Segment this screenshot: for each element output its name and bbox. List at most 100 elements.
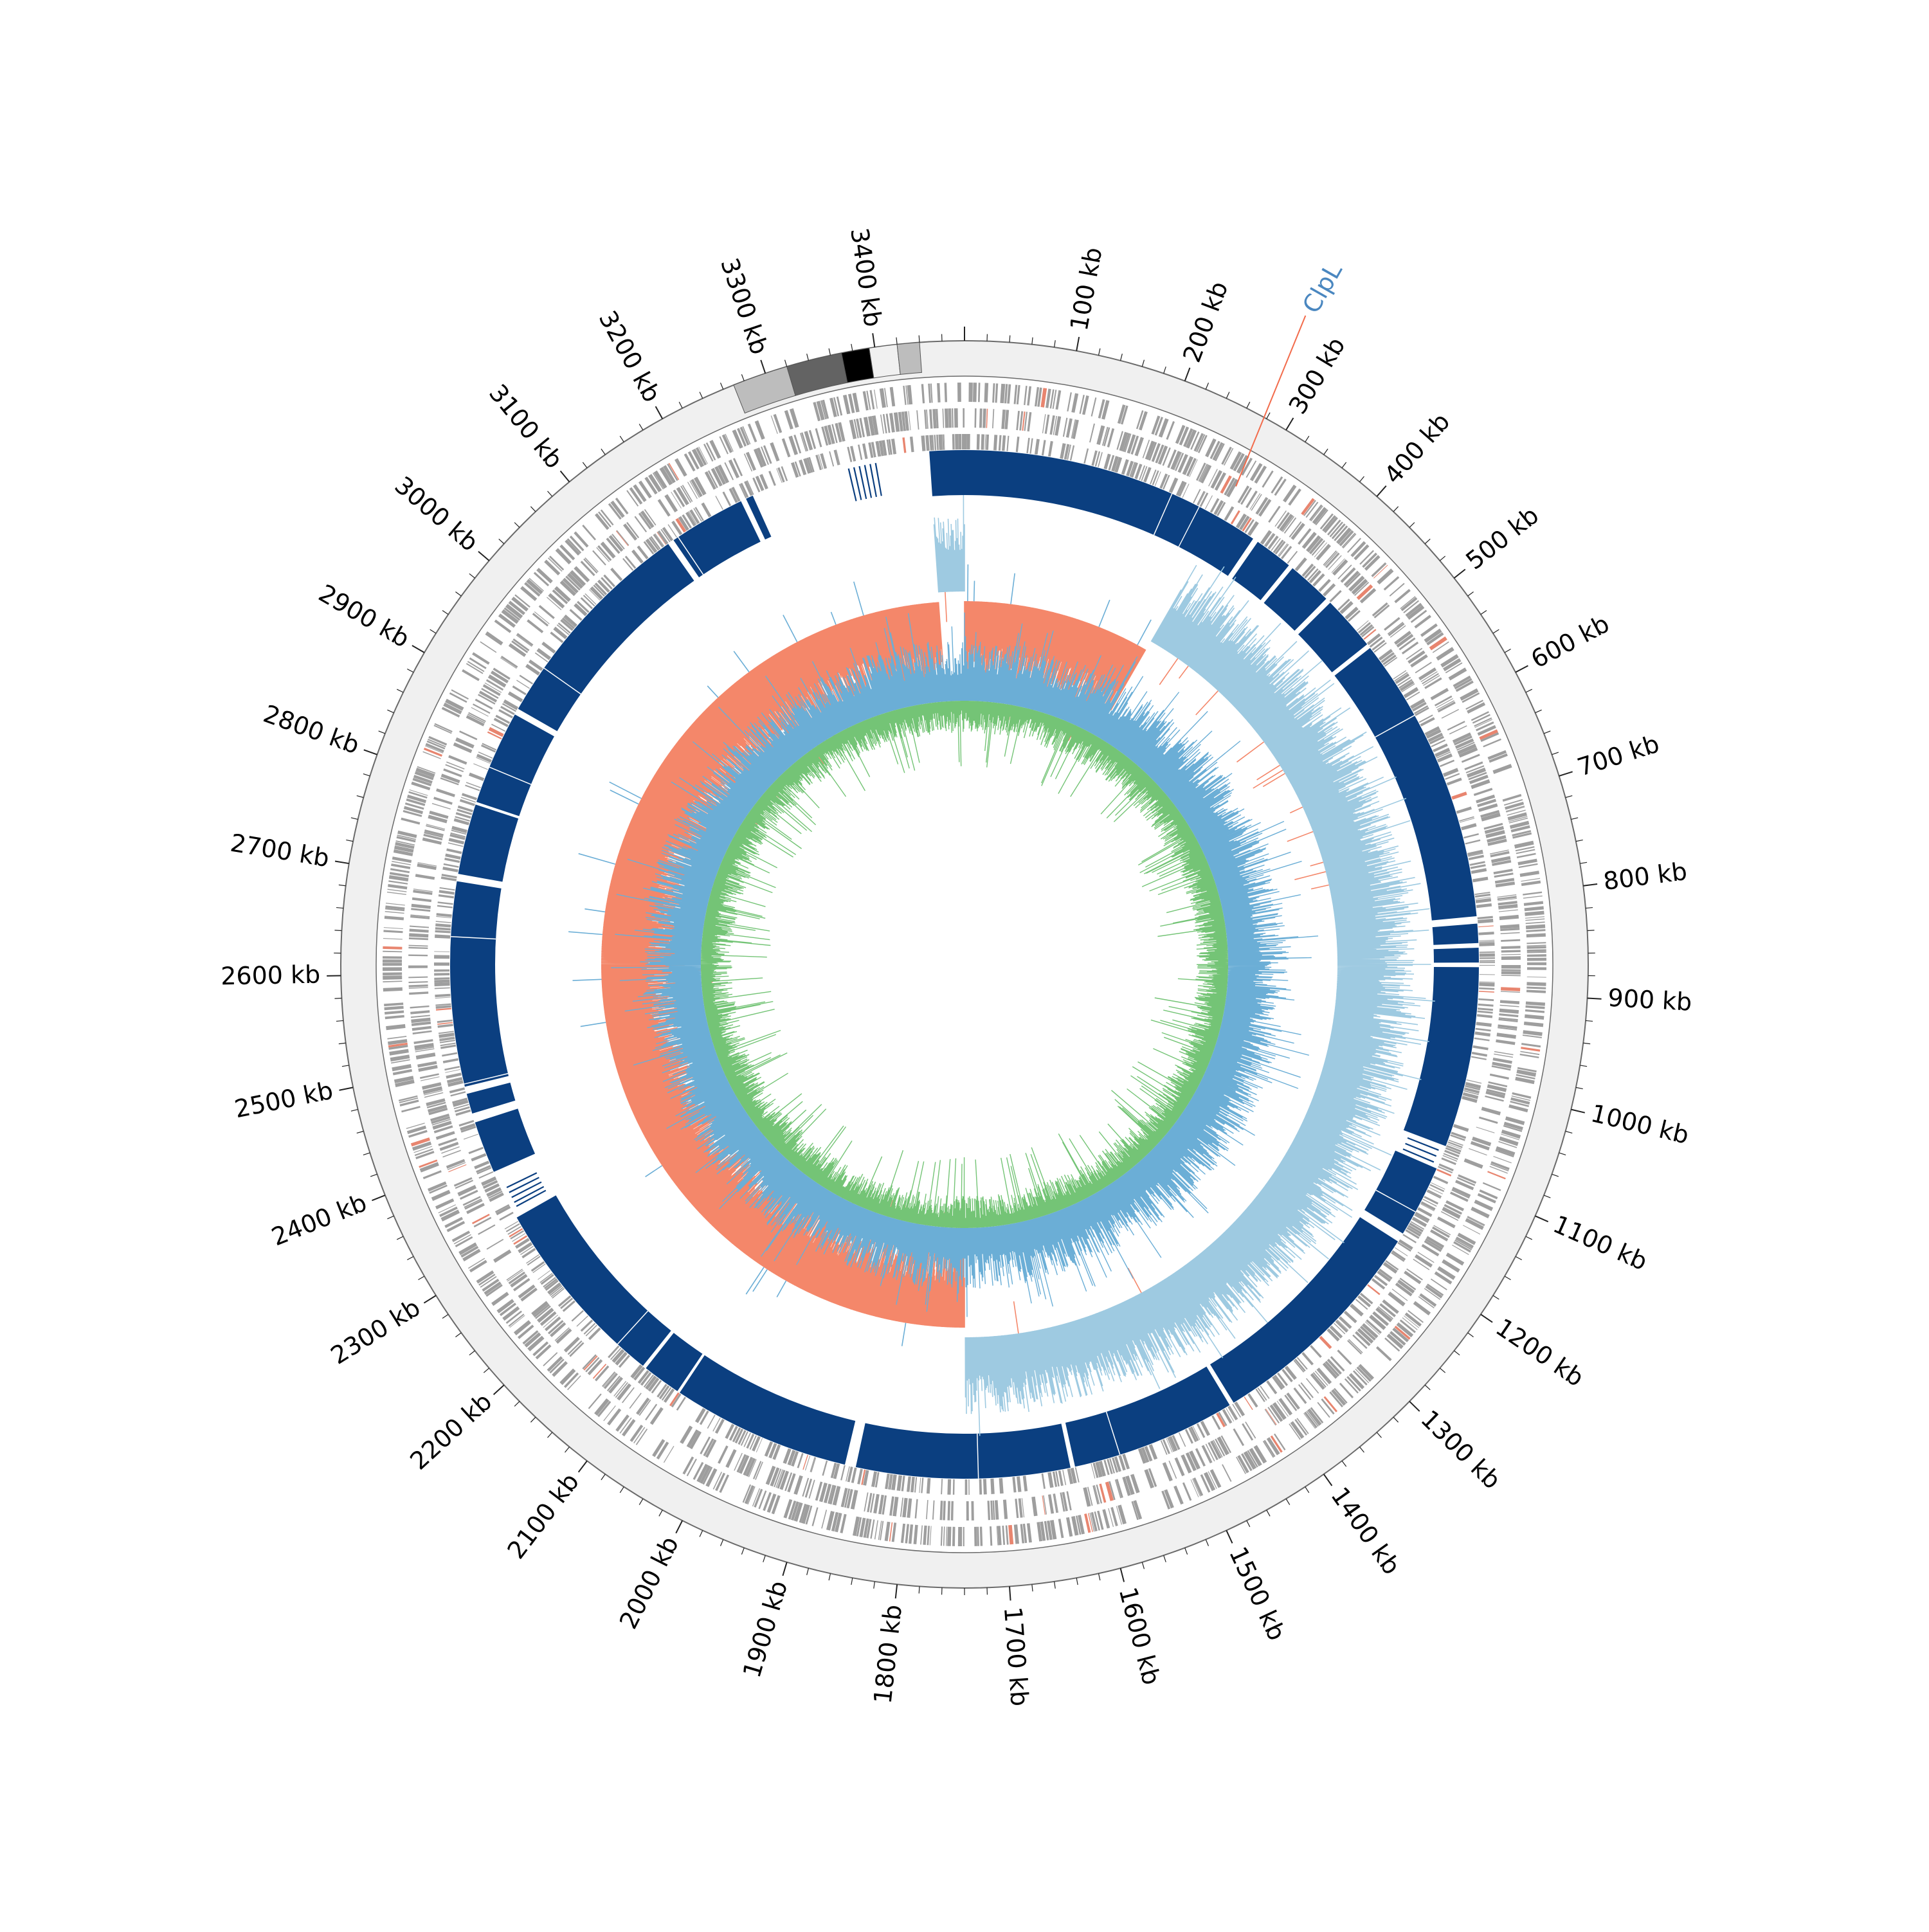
feature	[401, 818, 420, 825]
tick-label: 2500 kb	[232, 1076, 336, 1124]
feature	[873, 1494, 880, 1513]
feature	[439, 894, 454, 898]
minor-tick	[829, 1573, 830, 1580]
feature	[980, 1527, 983, 1546]
feature	[1471, 1056, 1487, 1060]
feature	[1521, 1047, 1540, 1052]
minor-tick	[1393, 1417, 1399, 1422]
feature	[1400, 596, 1415, 609]
minor-tick	[1076, 1578, 1078, 1585]
feature	[1042, 1474, 1046, 1489]
feature	[1437, 1216, 1456, 1228]
feature	[409, 933, 428, 937]
major-tick	[1571, 1110, 1584, 1113]
minor-tick	[469, 1351, 475, 1355]
feature	[1520, 871, 1539, 877]
feature	[556, 548, 572, 564]
feature	[1500, 1005, 1519, 1007]
feature	[937, 383, 941, 402]
feature	[1185, 1429, 1193, 1444]
feature	[622, 1387, 635, 1404]
minor-tick	[1425, 539, 1430, 543]
feature	[448, 755, 467, 764]
feature	[435, 927, 451, 930]
feature	[990, 1479, 994, 1494]
major-tick	[494, 1385, 504, 1395]
feature	[383, 988, 403, 992]
feature	[1527, 967, 1546, 970]
feature	[1479, 1117, 1498, 1124]
feature	[1008, 1525, 1013, 1544]
tick-label: 2600 kb	[221, 961, 321, 991]
minor-tick	[565, 1447, 570, 1453]
feature	[1526, 982, 1546, 986]
feature	[384, 927, 403, 929]
feature	[1390, 583, 1405, 597]
feature	[941, 1526, 943, 1546]
feature	[1480, 952, 1495, 953]
tick-label: 400 kb	[1379, 408, 1455, 489]
feature	[1523, 896, 1543, 899]
feature	[968, 383, 972, 402]
feature	[412, 898, 431, 902]
feature	[527, 1256, 541, 1265]
feature	[1472, 1052, 1487, 1057]
feature	[805, 1456, 810, 1470]
feature	[986, 435, 989, 450]
tick-label: 3100 kb	[484, 379, 568, 474]
feature	[992, 383, 995, 402]
tick-label: 3400 kb	[845, 226, 887, 329]
feature	[436, 788, 455, 797]
feature	[1182, 1483, 1191, 1501]
feature	[1463, 833, 1479, 838]
feature	[471, 1153, 486, 1162]
feature	[1501, 970, 1521, 971]
alignment-block	[450, 881, 509, 1087]
feature	[907, 1498, 912, 1517]
feature	[383, 975, 402, 980]
minor-tick	[874, 1582, 875, 1589]
major-tick	[1481, 1314, 1492, 1322]
alignment-block	[673, 501, 760, 577]
feature	[1501, 965, 1521, 969]
feature	[793, 1476, 802, 1495]
feature	[1062, 1470, 1066, 1485]
feature	[1527, 946, 1546, 949]
tick-label: 1400 kb	[1325, 1482, 1406, 1580]
feature	[459, 730, 477, 740]
feature	[1233, 1429, 1244, 1446]
feature	[862, 444, 868, 459]
tick-label: 2000 kb	[614, 1532, 684, 1634]
feature	[432, 803, 451, 809]
feature	[384, 1006, 403, 1011]
feature	[437, 905, 453, 908]
feature	[1478, 919, 1493, 923]
feature	[1479, 988, 1494, 990]
feature	[469, 773, 484, 781]
feature	[629, 1393, 642, 1409]
feature	[1047, 1472, 1053, 1488]
feature	[383, 938, 403, 939]
feature	[953, 1479, 955, 1495]
feature	[1027, 1523, 1032, 1542]
feature	[1525, 919, 1544, 921]
feature	[435, 930, 451, 934]
major-tick	[412, 646, 424, 653]
feature	[536, 648, 551, 660]
feature	[501, 656, 518, 668]
feature	[1479, 941, 1494, 943]
feature	[782, 438, 791, 458]
feature	[1526, 929, 1545, 932]
feature	[1526, 921, 1545, 924]
feature	[1319, 1336, 1332, 1350]
minor-tick	[357, 1132, 364, 1133]
feature	[435, 982, 450, 986]
feature	[1169, 478, 1179, 493]
feature	[822, 1461, 828, 1476]
feature	[401, 1106, 421, 1112]
feature	[1324, 552, 1337, 566]
minor-tick	[1247, 1521, 1250, 1527]
minor-tick	[829, 348, 830, 356]
feature	[901, 1524, 905, 1543]
feature	[957, 383, 961, 402]
